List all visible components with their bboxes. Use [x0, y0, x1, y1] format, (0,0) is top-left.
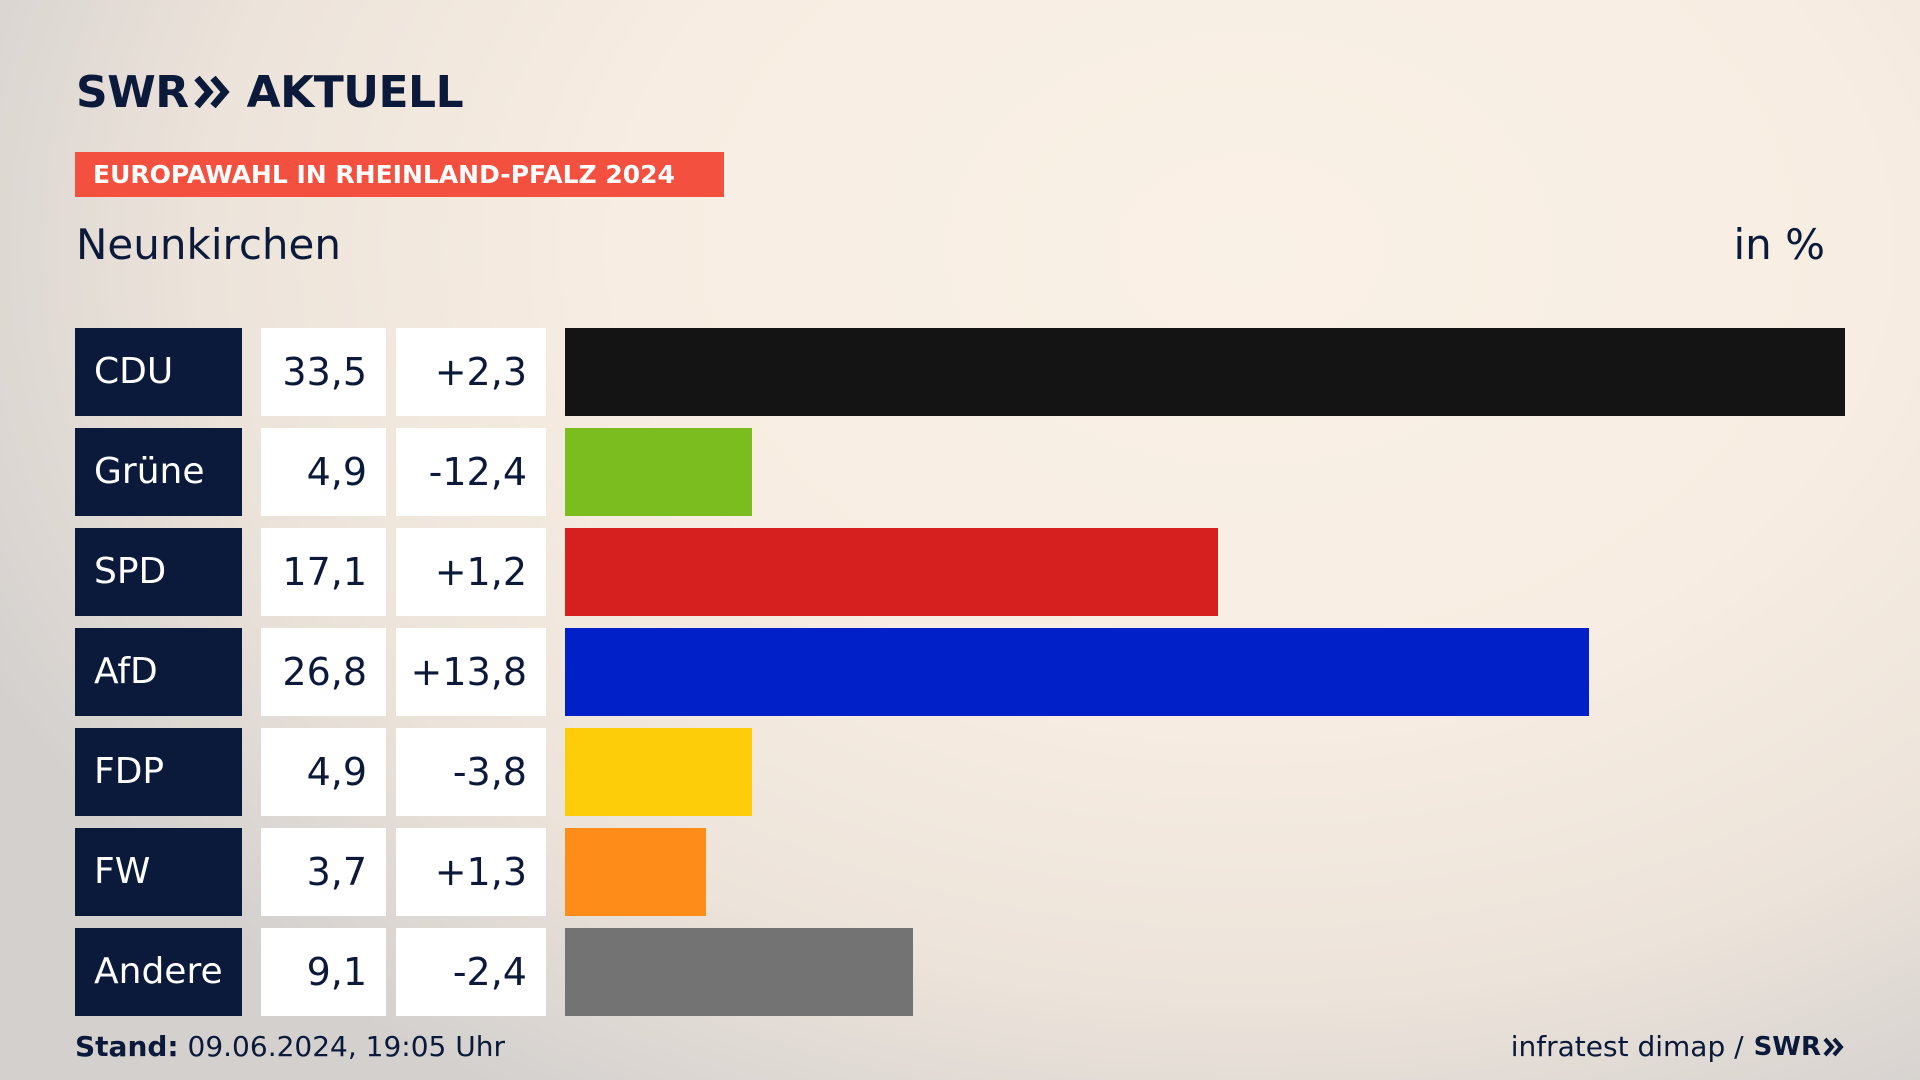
result-bar: [565, 328, 1845, 416]
source-credit: infratest dimap / SWR: [1511, 1030, 1845, 1063]
swr-mini-brand: SWR: [1753, 1031, 1821, 1062]
region-title: Neunkirchen: [76, 220, 342, 269]
vote-share-label: 26,8: [261, 628, 386, 716]
change-label: -12,4: [396, 428, 546, 516]
logo-brand: SWR: [76, 66, 189, 118]
party-label: CDU: [75, 328, 242, 416]
party-label: Grüne: [75, 428, 242, 516]
party-label: SPD: [75, 528, 242, 616]
result-bar: [565, 928, 913, 1016]
party-label: FW: [75, 828, 242, 916]
change-label: +2,3: [396, 328, 546, 416]
result-row: AfD 26,8 +13,8: [75, 628, 1845, 716]
result-row: FW 3,7 +1,3: [75, 828, 1845, 916]
swr-mini-logo: SWR: [1754, 1032, 1845, 1062]
change-label: +1,3: [396, 828, 546, 916]
result-row: Andere 9,1 -2,4: [75, 928, 1845, 1016]
party-label: Andere: [75, 928, 242, 1016]
change-label: +1,2: [396, 528, 546, 616]
vote-share-label: 4,9: [261, 728, 386, 816]
party-label: AfD: [75, 628, 242, 716]
result-bar: [565, 428, 752, 516]
change-label: -2,4: [396, 928, 546, 1016]
vote-share-label: 33,5: [261, 328, 386, 416]
result-row: Grüne 4,9 -12,4: [75, 428, 1845, 516]
result-row: CDU 33,5 +2,3: [75, 328, 1845, 416]
vote-share-label: 3,7: [261, 828, 386, 916]
vote-share-label: 4,9: [261, 428, 386, 516]
election-kicker: EUROPAWAHL IN RHEINLAND-PFALZ 2024: [75, 152, 724, 197]
change-label: -3,8: [396, 728, 546, 816]
vote-share-label: 17,1: [261, 528, 386, 616]
logo-suffix: AKTUELL: [246, 66, 464, 118]
result-row: FDP 4,9 -3,8: [75, 728, 1845, 816]
result-bar: [565, 528, 1218, 616]
double-chevron-icon: [1823, 1037, 1844, 1056]
change-label: +13,8: [396, 628, 546, 716]
unit-label: in %: [1733, 220, 1825, 269]
double-chevron-icon: [193, 75, 230, 109]
party-label: FDP: [75, 728, 242, 816]
result-row: SPD 17,1 +1,2: [75, 528, 1845, 616]
result-bar: [565, 728, 752, 816]
result-bar: [565, 828, 706, 916]
swr-aktuell-logo: SWR AKTUELL: [76, 64, 464, 120]
vote-share-label: 9,1: [261, 928, 386, 1016]
source-text: infratest dimap /: [1510, 1030, 1744, 1063]
timestamp: Stand: 09.06.2024, 19:05 Uhr: [75, 1030, 505, 1063]
result-bar: [565, 628, 1589, 716]
timestamp-label: Stand:: [75, 1030, 179, 1063]
timestamp-value: 09.06.2024, 19:05 Uhr: [187, 1030, 505, 1063]
